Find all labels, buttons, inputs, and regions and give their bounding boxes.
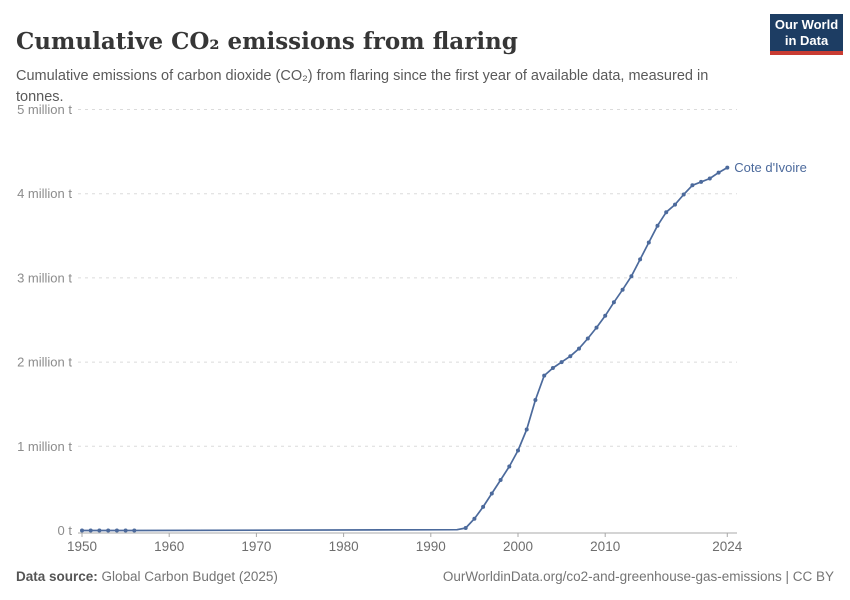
x-axis-tick-label: 1960 <box>154 539 184 554</box>
data-point[interactable] <box>690 183 695 188</box>
data-point[interactable] <box>646 240 651 245</box>
data-point[interactable] <box>481 504 486 509</box>
owid-logo-line1: Our World <box>774 17 839 32</box>
data-point[interactable] <box>516 448 520 453</box>
data-point[interactable] <box>97 528 102 533</box>
data-point[interactable] <box>559 360 564 365</box>
data-point[interactable] <box>489 491 494 496</box>
data-point[interactable] <box>725 165 730 170</box>
data-point[interactable] <box>106 528 111 533</box>
data-point[interactable] <box>542 373 547 378</box>
data-point[interactable] <box>611 300 616 305</box>
x-axis-tick-label: 2024 <box>712 539 743 554</box>
x-axis-tick-label: 1970 <box>241 539 271 554</box>
attribution-text: OurWorldinData.org/co2-and-greenhouse-ga… <box>442 569 834 584</box>
x-axis-tick-label: 2010 <box>590 539 620 554</box>
data-point[interactable] <box>533 398 538 402</box>
data-point[interactable] <box>132 528 137 533</box>
chart-subtitle: Cumulative emissions of carbon dioxide (… <box>16 67 709 105</box>
data-point[interactable] <box>585 336 590 341</box>
data-point[interactable] <box>594 325 599 330</box>
data-point[interactable] <box>664 210 669 215</box>
data-point[interactable] <box>123 528 128 533</box>
data-point[interactable] <box>577 346 581 351</box>
owid-logo-accent-bar <box>770 51 843 55</box>
data-point[interactable] <box>463 526 468 530</box>
data-point[interactable] <box>620 287 625 292</box>
x-axis-tick-label: 1980 <box>329 539 359 554</box>
owid-logo[interactable]: Our World in Data <box>770 14 843 55</box>
data-source-label: Data source: <box>16 569 98 584</box>
owid-logo-text: Our World in Data <box>770 14 843 51</box>
x-axis-tick-label: 1950 <box>67 539 97 554</box>
y-axis-tick-label: 2 million t <box>17 355 72 370</box>
y-axis-tick-label: 5 million t <box>17 102 72 117</box>
data-point[interactable] <box>681 192 686 197</box>
data-point[interactable] <box>716 170 721 175</box>
data-point[interactable] <box>638 257 643 262</box>
data-point[interactable] <box>629 274 634 279</box>
data-point[interactable] <box>88 528 93 533</box>
data-point[interactable] <box>498 478 503 482</box>
data-point[interactable] <box>655 223 660 228</box>
x-axis-tick-label: 2000 <box>503 539 533 554</box>
data-point[interactable] <box>507 464 512 469</box>
y-axis-tick-label: 3 million t <box>17 270 72 285</box>
y-axis-tick-label: 1 million t <box>17 439 72 454</box>
data-point[interactable] <box>550 366 555 370</box>
series-line[interactable] <box>82 166 728 532</box>
data-point[interactable] <box>114 528 119 533</box>
data-point[interactable] <box>568 354 573 359</box>
data-point[interactable] <box>699 179 704 184</box>
data-point[interactable] <box>603 313 608 318</box>
chart-title: Cumulative CO₂ emissions from flaring <box>16 28 518 56</box>
y-axis-tick-label: 0 t <box>58 523 73 538</box>
data-point[interactable] <box>707 176 712 181</box>
data-point[interactable] <box>673 202 677 207</box>
series-end-label[interactable]: Cote d'Ivoire <box>734 160 807 175</box>
data-source-text: Data source: Global Carbon Budget (2025) <box>16 569 278 584</box>
x-axis-tick-label: 1990 <box>416 539 446 554</box>
data-source-value: Global Carbon Budget (2025) <box>97 569 278 584</box>
data-point[interactable] <box>524 427 529 432</box>
data-point[interactable] <box>80 528 84 533</box>
data-point[interactable] <box>472 516 477 521</box>
chart-footer: Data source: Global Carbon Budget (2025)… <box>16 569 834 589</box>
owid-logo-line2: in Data <box>784 33 829 48</box>
y-axis-tick-label: 4 million t <box>17 186 72 201</box>
